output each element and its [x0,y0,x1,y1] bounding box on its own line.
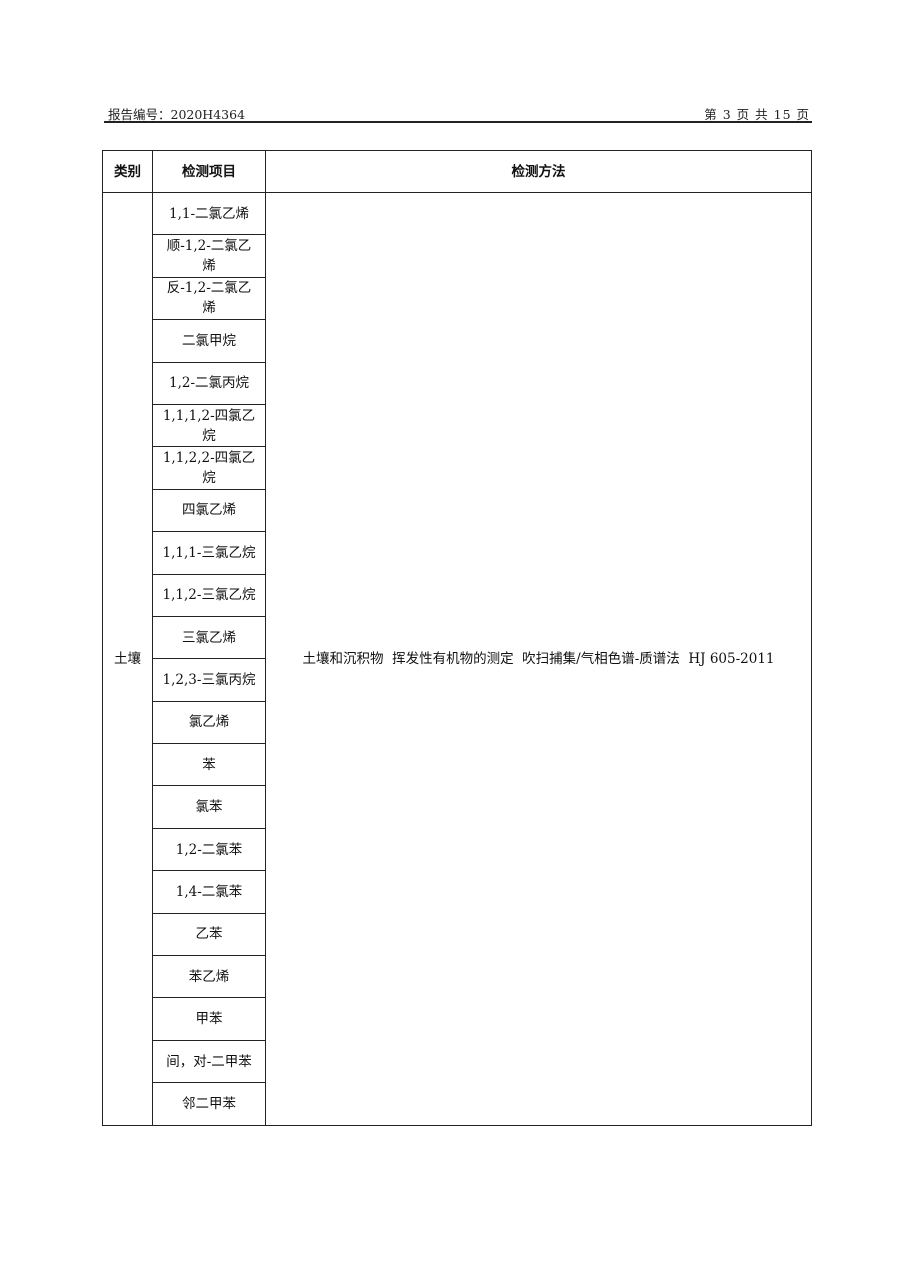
test-item-cell: 间，对-二甲苯 [152,1039,266,1084]
table-row: 间，对-二甲苯 [103,1039,812,1084]
table-row: 1,4-二氯苯 [103,870,812,914]
test-item-cell: 苯乙烯 [152,955,266,999]
table-row: 1,2-二氯丙烷 [103,361,812,405]
test-item-cell: 顺-1,2-二氯乙烯 [152,234,266,278]
page-info: 第 3 页 共 15 页 [704,107,810,122]
test-item-cell: 氯苯 [152,785,266,829]
test-item-cell: 1,2,3-三氯丙烷 [152,658,266,702]
category-cell: 土壤 [102,192,153,1126]
header-rule [104,121,812,123]
test-item-cell: 反-1,2-二氯乙烯 [152,276,266,321]
table-row: 邻二甲苯 [103,1082,812,1126]
test-item-cell: 1,1,1-三氯乙烷 [152,531,266,575]
test-item-cell: 三氯乙烯 [152,615,266,660]
test-item-cell: 邻二甲苯 [152,1082,266,1126]
column-header-method: 检测方法 [265,150,812,193]
table-row: 二氯甲烷 [103,319,812,363]
test-item-cell: 1,1,2-三氯乙烷 [152,573,266,617]
column-header-item: 检测项目 [152,150,266,193]
test-item-cell: 苯 [152,743,266,787]
test-item-cell: 1,1,2,2-四氯乙烷 [152,446,266,490]
table-row: 1,1,2-三氯乙烷 [103,573,812,617]
table-row: 甲苯 [103,997,812,1041]
table-row: 顺-1,2-二氯乙烯 [103,234,812,278]
table-row: 土壤 1,1-二氯乙烯 土壤和沉积物 挥发性有机物的测定 吹扫捕集/气相色谱-质谱法… [102,191,812,1126]
table-row: 1,2,3-三氯丙烷 [103,658,812,702]
test-item-cell: 乙苯 [152,912,266,957]
table-header-row: 类别 检测项目 检测方法 [102,150,812,193]
table-row: 反-1,2-二氯乙烯 [103,276,812,321]
column-header-category: 类别 [102,150,153,193]
method-cell: 土壤和沉积物 挥发性有机物的测定 吹扫捕集/气相色谱-质谱法 HJ 605-20… [265,192,812,1126]
test-item-cell: 氯乙烯 [152,700,266,745]
test-item-cell: 甲苯 [152,997,266,1041]
test-item-cell: 1,1,1,2-四氯乙烷 [152,403,266,448]
table-row: 苯乙烯 [103,955,812,999]
test-item-cell: 四氯乙烯 [152,488,266,533]
test-item-cell: 1,4-二氯苯 [152,870,266,914]
table-row: 1,1,1-三氯乙烷 [103,531,812,575]
test-item-cell: 1,1-二氯乙烯 [152,191,266,236]
report-number: 报告编号：2020H4364 [108,107,246,122]
table-row: 1,1,2,2-四氯乙烷 [103,446,812,490]
test-item-cell: 1,2-二氯苯 [152,827,266,872]
table-row: 1,1,1,2-四氯乙烷 [103,403,812,448]
test-method-table: 类别 检测项目 检测方法 土壤 1,1-二氯乙烯 土壤和沉积物 挥发性有机物的测定 … [102,150,812,1126]
test-item-cell: 1,2-二氯丙烷 [152,361,266,405]
table-row: 乙苯 [103,912,812,957]
test-item-cell: 二氯甲烷 [152,319,266,363]
